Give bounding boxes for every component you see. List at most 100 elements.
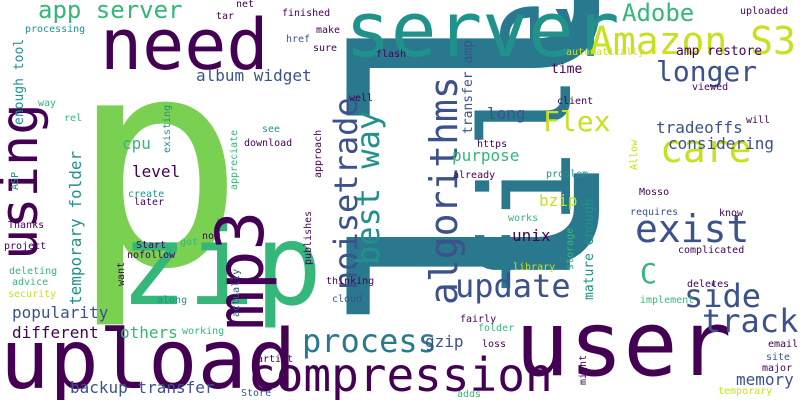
- word-start: Start: [136, 240, 167, 251]
- word-thanks: Thanks: [8, 220, 45, 231]
- word-automatically: automatically: [566, 47, 645, 58]
- word-update: update: [455, 267, 571, 305]
- word-appreciate: appreciate: [229, 129, 240, 190]
- word-working: working: [182, 326, 225, 337]
- word-storage: storage: [565, 227, 576, 270]
- word-sure: sure: [313, 43, 338, 54]
- word-well: well: [349, 93, 374, 104]
- word-project: project: [4, 241, 47, 252]
- word-asp: ASP: [10, 171, 21, 190]
- word-folder: folder: [478, 323, 515, 334]
- word-transfer-amp: transfer amp: [461, 40, 476, 134]
- word-will: will: [746, 115, 771, 126]
- word-nofollow: nofollow: [127, 250, 176, 261]
- word-complicated: complicated: [678, 245, 745, 256]
- word-thinking: thinking: [326, 276, 375, 287]
- word-advice: advice: [12, 277, 49, 288]
- word-album-widget: album widget: [196, 66, 312, 85]
- word-implement: implement: [640, 295, 695, 306]
- word-uploaded: uploaded: [740, 6, 789, 17]
- word-major: major: [762, 363, 793, 374]
- word-href: href: [286, 34, 311, 45]
- word-https: https: [477, 139, 508, 150]
- word-side: side: [684, 277, 762, 315]
- word-create: create: [128, 189, 165, 200]
- word-zip: zip: [120, 201, 323, 331]
- word-artist: artist: [257, 354, 294, 365]
- word-publishes: publishes: [303, 210, 314, 265]
- word-different: different: [12, 323, 99, 342]
- word-exist: exist: [635, 207, 750, 251]
- word-requires: requires: [630, 207, 679, 218]
- word-along: along: [157, 295, 188, 306]
- word-enough-tool: enough tool: [12, 38, 27, 125]
- word-client: client: [557, 96, 594, 107]
- word-later: later: [134, 197, 165, 208]
- word-server: server: [345, 0, 620, 74]
- word-allow: Allow: [629, 139, 640, 170]
- word-finished: finished: [282, 8, 331, 19]
- word-mature-enough: mature enough: [582, 198, 597, 300]
- word-store: Store: [241, 388, 272, 399]
- word-processing: processing: [25, 24, 86, 35]
- word-mosso: Mosso: [639, 187, 670, 198]
- word-site: site: [766, 352, 791, 363]
- word-loss: loss: [482, 339, 507, 350]
- word-bzip: bzip: [539, 191, 578, 210]
- word-backup-transfer: backup transfer: [70, 378, 215, 397]
- word-problem: problem: [546, 169, 589, 180]
- word-level: level: [132, 162, 181, 181]
- word-purpose: purpose: [452, 146, 520, 165]
- word-actually: actually: [231, 268, 242, 317]
- word-make: make: [316, 25, 341, 36]
- word-time: time: [551, 62, 583, 77]
- word-deleting: deleting: [9, 266, 58, 277]
- word-adds: adds: [457, 389, 482, 400]
- word-need: need: [100, 4, 269, 86]
- word-tar: tar: [216, 11, 235, 22]
- word-amp-restore: amp restore: [676, 44, 763, 59]
- word-best-way: best way: [349, 110, 387, 265]
- word-compression: compression: [248, 348, 553, 400]
- word-got: got: [180, 237, 199, 248]
- word-rel: rel: [64, 113, 83, 124]
- word-security: security: [8, 289, 57, 300]
- word-flash: flash: [376, 49, 407, 60]
- word-flex: Flex: [543, 105, 611, 138]
- word-see: see: [262, 124, 281, 135]
- word-tradeoffs: tradeoffs: [656, 118, 743, 137]
- word-approach: approach: [313, 129, 324, 178]
- word-might: might: [578, 354, 589, 385]
- word-app-server: app server: [38, 0, 183, 24]
- word-existing: existing: [162, 104, 173, 153]
- word-adobe: Adobe: [622, 0, 695, 27]
- word-now: now: [202, 231, 221, 242]
- word-already: already: [453, 170, 496, 181]
- word-library: library: [513, 262, 556, 273]
- word-temporary-folder: temporary folder: [66, 150, 85, 305]
- word-know: know: [719, 208, 744, 219]
- word-p: p: [70, 0, 245, 333]
- word-unix: unix: [512, 226, 551, 245]
- word-others: others: [120, 323, 178, 342]
- word-c: C: [640, 257, 657, 290]
- word-gzip: gzip: [425, 332, 464, 351]
- word-user: user: [515, 292, 732, 397]
- word-viewed: viewed: [692, 82, 729, 93]
- word-care: care: [660, 127, 752, 171]
- word-deletes: deletes: [687, 279, 730, 290]
- word-upload: upload: [0, 313, 297, 400]
- word-cloud: cloud: [332, 294, 363, 305]
- word-fairly: fairly: [460, 314, 497, 325]
- word-longer: longer: [656, 55, 758, 88]
- word-download: download: [244, 138, 293, 149]
- word-considering: considering: [668, 134, 774, 153]
- word-want: want: [116, 261, 127, 286]
- word-temporary: temporary: [718, 386, 773, 397]
- word-track: track: [702, 302, 799, 340]
- word-way: way: [38, 98, 57, 109]
- word-popularity: popularity: [12, 303, 109, 322]
- word-using: using: [0, 103, 50, 260]
- word-amazon-s3: Amazon S3: [590, 19, 796, 63]
